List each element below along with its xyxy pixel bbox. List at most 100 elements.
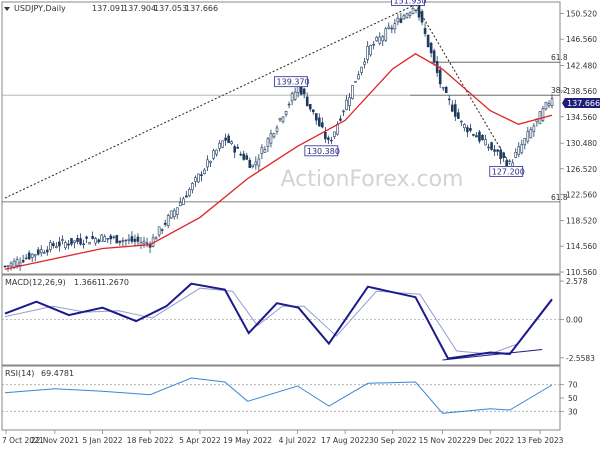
trendline [415,4,511,165]
candle-body [293,91,297,100]
price-tick-label: 126.520 [566,165,597,174]
candle-body [327,137,330,140]
candle-body [339,118,342,121]
candle-body [369,45,372,56]
candle-body [227,135,230,143]
candle-body [493,149,496,152]
candle-body [118,240,122,243]
price-tick-label: 122.560 [566,190,597,199]
candle-body [88,242,91,245]
candle-body [106,238,110,240]
candle-body [360,66,363,73]
candle-body [163,222,167,225]
candle-body [508,160,511,163]
candle-body [348,97,351,107]
candle-body [544,102,548,110]
date-tick-label: 5 Apr 2022 [179,436,221,445]
last-price-label: 137.666 [567,99,600,108]
price-panel: ActionForex.com 61.8 38.2 61.8 151.930 139.… [1,0,600,277]
date-tick-label: 7 Oct 2021 [2,436,44,445]
fib-levels: 61.8 38.2 61.8 [2,53,568,203]
candle-body [444,87,448,94]
candle-body [481,134,484,141]
annotation-box [304,145,339,157]
candle-body [160,229,164,231]
price-tick-label: 142.480 [566,62,597,71]
moving-average-line [4,53,553,270]
candle-body [33,254,37,257]
candle-body [466,127,469,133]
candle-body [67,243,70,246]
macd-tick-label: -2.5583 [566,354,595,363]
candle-body [414,9,418,11]
candle-body [24,257,28,260]
candle-body [550,98,554,106]
annotation-label: 139.370 [277,78,310,87]
candle-body [200,174,203,176]
candle-body [97,239,100,243]
candle-body [351,85,354,99]
candle-body [248,159,252,168]
price-tick-label: 146.560 [566,35,597,44]
candle-body [9,262,13,267]
price-axis-ticks: 150.520 146.560 142.480 138.560 134.560 130.4… [560,10,597,277]
candle-body [58,241,61,247]
candle-body [378,36,382,44]
macd-divergence-line [442,349,543,361]
macd-panel: 2.578 0.00 -2.5583 MACD(12,26,9) 1.3661 1.… [1,274,595,366]
candle-body [490,142,493,150]
candle-body [317,117,321,127]
date-tick-label: 13 Feb 2023 [517,436,564,445]
candle-body [511,162,515,167]
date-tick-label: 29 Dec 2022 [466,436,514,445]
candle-body [366,46,369,60]
rsi-axis-ticks: 70 50 30 [560,381,578,416]
candle-body [420,11,424,23]
candle-body [260,147,264,155]
candle-body [70,238,73,245]
candle-body [381,36,385,42]
candle-body [324,131,327,140]
candle-body [393,23,397,30]
trendlines [4,4,511,199]
collapse-arrow-icon[interactable] [4,7,10,11]
fib-level-label: 61.8 [551,193,568,202]
candle-body [175,207,179,215]
candle-body [42,252,46,254]
date-tick-label: 19 May 2022 [223,436,272,445]
candle-body [330,139,333,142]
candle-body [375,36,379,42]
candle-body [453,104,457,117]
candle-body [233,146,236,153]
candle-body [133,238,137,242]
candle-body [197,173,200,183]
candle-body [272,133,276,138]
candle-body [514,152,518,158]
candle-body [499,149,502,159]
candle-body [526,131,530,142]
macd-signal-line [4,287,553,355]
candle-body [142,240,146,244]
candle-body [547,103,551,106]
rsi-title: RSI(14) [5,369,34,378]
candle-body [321,122,324,128]
candle-body [39,249,43,254]
candle-body [463,124,466,129]
candle-body [342,110,345,113]
candle-body [257,158,261,167]
candle-body [182,198,185,205]
candle-body [239,153,243,156]
candle-body [103,236,107,242]
annotation-box [274,76,308,88]
date-tick-label: 5 Jan 2022 [82,436,122,445]
candle-body [245,155,249,160]
candle-body [236,146,240,149]
candle-body [336,123,339,135]
candle-body [224,137,227,141]
candle-body [502,152,505,158]
candle-body [284,111,288,116]
candle-body [363,61,366,65]
candle-body [441,87,445,89]
